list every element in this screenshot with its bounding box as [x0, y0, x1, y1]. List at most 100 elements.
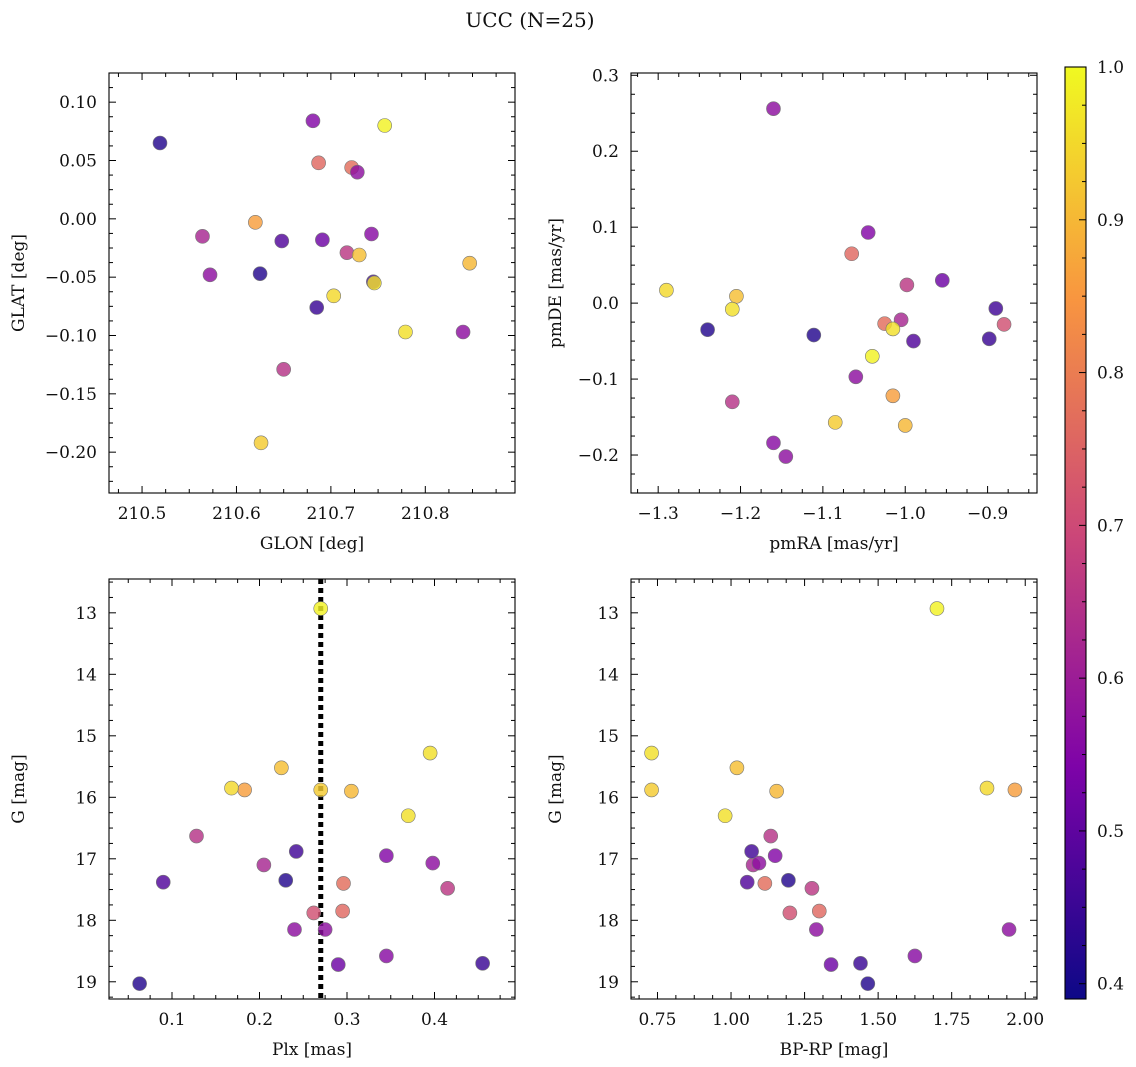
y-tick-label: 18: [75, 911, 97, 931]
data-point: [256, 857, 272, 873]
x-tick-label: 1.75: [933, 1010, 971, 1030]
axes-frame: [630, 72, 1038, 494]
x-tick-label: 210.7: [307, 504, 356, 524]
data-point: [907, 948, 923, 964]
data-point: [899, 277, 915, 293]
data-point: [757, 876, 773, 891]
axes-frame: [108, 578, 516, 1000]
x-tick-label: −0.9: [967, 504, 1008, 524]
data-point: [893, 312, 909, 328]
data-point: [350, 164, 365, 180]
data-point: [751, 855, 767, 871]
data-point: [860, 225, 876, 240]
figure-title: UCC (N=25): [465, 8, 594, 32]
data-point: [455, 324, 471, 340]
data-point: [717, 808, 733, 824]
x-tick-label: 0.3: [333, 1010, 360, 1030]
data-point: [809, 922, 824, 937]
data-point: [248, 215, 263, 230]
y-tick-label: 15: [75, 727, 97, 747]
colorbar-gradient: [1065, 67, 1086, 999]
data-point: [315, 232, 330, 248]
y-tick-label: 16: [75, 788, 97, 808]
data-point: [979, 780, 995, 796]
data-point: [309, 300, 325, 315]
data-point: [224, 780, 239, 796]
y-tick-label: 0.2: [592, 142, 619, 162]
panel-4: 0.75 1.00 1.25 1.50 1.75 2.00 13 14 15 16 17 18 19 BP…: [546, 578, 1044, 1060]
y-tick-label: 19: [75, 973, 97, 993]
data-point: [860, 976, 876, 991]
x-tick-label: −1.1: [802, 504, 843, 524]
data-point: [288, 844, 304, 859]
data-point: [934, 273, 950, 288]
y-tick-label: 17: [75, 850, 97, 870]
data-point: [996, 317, 1012, 332]
data-point: [806, 327, 822, 343]
data-point: [311, 155, 326, 171]
data-point: [906, 333, 921, 349]
data-point: [739, 874, 755, 890]
data-point: [811, 903, 827, 919]
data-point: [276, 362, 291, 377]
colorbar-tick-label: 0.6: [1097, 669, 1124, 689]
data-point: [306, 905, 322, 921]
x-tick-label: 0.4: [421, 1010, 448, 1030]
data-point: [988, 301, 1004, 316]
y-tick-label: 0.1: [592, 218, 619, 238]
data-point: [729, 288, 744, 304]
data-point: [864, 348, 880, 364]
y-tick-label: 0.0: [592, 294, 619, 314]
data-point: [305, 113, 321, 129]
y-tick-label: 17: [597, 850, 619, 870]
data-point: [659, 282, 674, 298]
x-tick-label: 1.50: [859, 1010, 897, 1030]
data-point: [398, 324, 413, 340]
data-point: [767, 848, 783, 864]
data-point: [844, 246, 860, 262]
data-point: [827, 415, 843, 430]
data-point: [351, 247, 367, 263]
data-point: [326, 288, 342, 304]
y-axis-label: G [mag]: [546, 754, 566, 823]
axes-frame: [630, 578, 1038, 1000]
data-point: [364, 226, 379, 242]
data-point: [317, 922, 333, 937]
data-point: [339, 245, 355, 260]
x-tick-label: 0.1: [158, 1010, 185, 1030]
data-point: [769, 783, 784, 799]
colorbar-tick-label: 0.5: [1097, 822, 1124, 842]
data-point: [766, 101, 781, 116]
axes-frame: [108, 72, 516, 494]
data-point: [274, 233, 290, 249]
x-tick-label: −1.3: [638, 504, 679, 524]
y-tick-label: −0.2: [578, 446, 619, 466]
data-point: [367, 275, 382, 291]
y-tick-label: 0.10: [59, 93, 97, 113]
data-point: [644, 782, 659, 798]
x-tick-label: 0.75: [639, 1010, 677, 1030]
x-tick-label: 210.5: [118, 504, 167, 524]
x-tick-label: 210.6: [212, 504, 261, 524]
data-point: [253, 435, 269, 451]
data-point: [422, 745, 438, 761]
data-point: [400, 808, 416, 824]
colorbar-tick-label: 0.4: [1097, 975, 1124, 995]
y-tick-label: −0.20: [45, 443, 97, 463]
y-axis-label: G [mag]: [9, 754, 29, 823]
data-point: [823, 957, 839, 972]
data-point: [313, 601, 329, 616]
data-point: [981, 331, 997, 347]
data-point: [897, 418, 913, 433]
y-tick-label: 18: [597, 911, 619, 931]
x-tick-label: 1.25: [786, 1010, 824, 1030]
x-axis-label: GLON [deg]: [260, 534, 364, 554]
data-point: [729, 760, 745, 776]
data-point: [189, 828, 204, 844]
data-point: [1001, 922, 1017, 937]
y-tick-label: −0.15: [45, 385, 97, 405]
data-point: [195, 229, 210, 244]
data-point: [1007, 782, 1023, 798]
colorbar-tick-label: 0.9: [1097, 211, 1124, 231]
colorbar: 0.4 0.5 0.6 0.7 0.8 0.9 1.0: [1064, 58, 1124, 1000]
